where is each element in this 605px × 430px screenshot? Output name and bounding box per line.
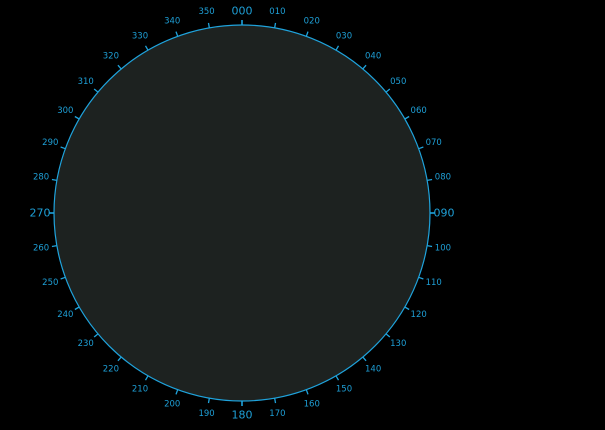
bearing-label-280: 280 bbox=[33, 173, 49, 183]
bearing-label-130: 130 bbox=[390, 339, 406, 349]
bearing-tick-050 bbox=[385, 88, 391, 93]
bearing-label-090: 090 bbox=[434, 207, 455, 220]
bearing-label-180: 180 bbox=[232, 409, 253, 422]
bearing-tick-250 bbox=[60, 276, 66, 280]
bearing-label-100: 100 bbox=[435, 243, 451, 253]
bearing-label-320: 320 bbox=[103, 52, 119, 62]
bearing-label-240: 240 bbox=[57, 310, 73, 320]
bearing-tick-150 bbox=[335, 375, 340, 381]
bearing-tick-330 bbox=[144, 45, 149, 51]
bearing-label-040: 040 bbox=[365, 52, 381, 62]
bearing-label-230: 230 bbox=[78, 339, 94, 349]
bearing-label-050: 050 bbox=[390, 77, 406, 87]
bearing-tick-030 bbox=[335, 45, 340, 51]
bearing-tick-020 bbox=[305, 31, 309, 37]
bearing-label-160: 160 bbox=[304, 400, 320, 410]
bearing-label-290: 290 bbox=[42, 138, 58, 148]
bearing-tick-220 bbox=[117, 356, 122, 362]
bearing-ticks bbox=[49, 20, 435, 406]
bearing-label-120: 120 bbox=[411, 310, 427, 320]
bearing-tick-010 bbox=[274, 22, 277, 28]
bearing-label-060: 060 bbox=[411, 106, 427, 116]
bearing-tick-120 bbox=[404, 306, 410, 311]
bearing-label-000: 000 bbox=[232, 5, 253, 18]
bearing-tick-290 bbox=[60, 146, 66, 150]
bearing-tick-260 bbox=[51, 245, 57, 248]
bearing-label-220: 220 bbox=[103, 364, 119, 374]
bearing-label-020: 020 bbox=[304, 16, 320, 26]
bearing-label-250: 250 bbox=[42, 278, 58, 288]
bearing-tick-240 bbox=[74, 306, 80, 311]
bearing-tick-080 bbox=[427, 178, 433, 181]
bearing-label-260: 260 bbox=[33, 243, 49, 253]
bearing-tick-200 bbox=[175, 389, 179, 395]
bearing-tick-040 bbox=[362, 64, 367, 70]
bearing-tick-140 bbox=[362, 356, 367, 362]
bearing-label-340: 340 bbox=[164, 16, 180, 26]
bearing-label-190: 190 bbox=[198, 409, 214, 419]
bearing-label-270: 270 bbox=[30, 207, 51, 220]
bearing-label-310: 310 bbox=[78, 77, 94, 87]
bearing-tick-170 bbox=[274, 398, 277, 404]
bearing-tick-210 bbox=[144, 375, 149, 381]
bearing-label-200: 200 bbox=[164, 400, 180, 410]
bearing-tick-070 bbox=[418, 146, 424, 150]
bearing-tick-310 bbox=[93, 88, 99, 93]
bearing-tick-230 bbox=[93, 333, 99, 338]
bearing-tick-320 bbox=[117, 64, 122, 70]
bearing-label-300: 300 bbox=[57, 106, 73, 116]
bearing-label-010: 010 bbox=[269, 7, 285, 17]
bearing-label-110: 110 bbox=[426, 278, 442, 288]
bearing-tick-190 bbox=[207, 398, 210, 404]
bearing-tick-100 bbox=[427, 245, 433, 248]
bearing-label-350: 350 bbox=[198, 7, 214, 17]
bearing-label-210: 210 bbox=[132, 385, 148, 395]
bearing-label-330: 330 bbox=[132, 31, 148, 41]
bearing-labels: 000 010 020 030 040 050 060 070 080 090 100 110 120 1… bbox=[30, 5, 455, 422]
bearing-tick-350 bbox=[207, 22, 210, 28]
bearing-tick-300 bbox=[74, 115, 80, 120]
bearing-tick-340 bbox=[175, 31, 179, 37]
bearing-tick-280 bbox=[51, 178, 57, 181]
bearing-label-150: 150 bbox=[336, 385, 352, 395]
bearing-label-080: 080 bbox=[435, 173, 451, 183]
bearing-label-070: 070 bbox=[426, 138, 442, 148]
bearing-label-170: 170 bbox=[269, 409, 285, 419]
bearing-label-030: 030 bbox=[336, 31, 352, 41]
bearing-label-140: 140 bbox=[365, 364, 381, 374]
radar-scope[interactable] bbox=[53, 24, 431, 402]
bearing-tick-130 bbox=[385, 333, 391, 338]
bearing-tick-110 bbox=[418, 276, 424, 280]
bearing-tick-160 bbox=[305, 389, 309, 395]
bearing-tick-060 bbox=[404, 115, 410, 120]
